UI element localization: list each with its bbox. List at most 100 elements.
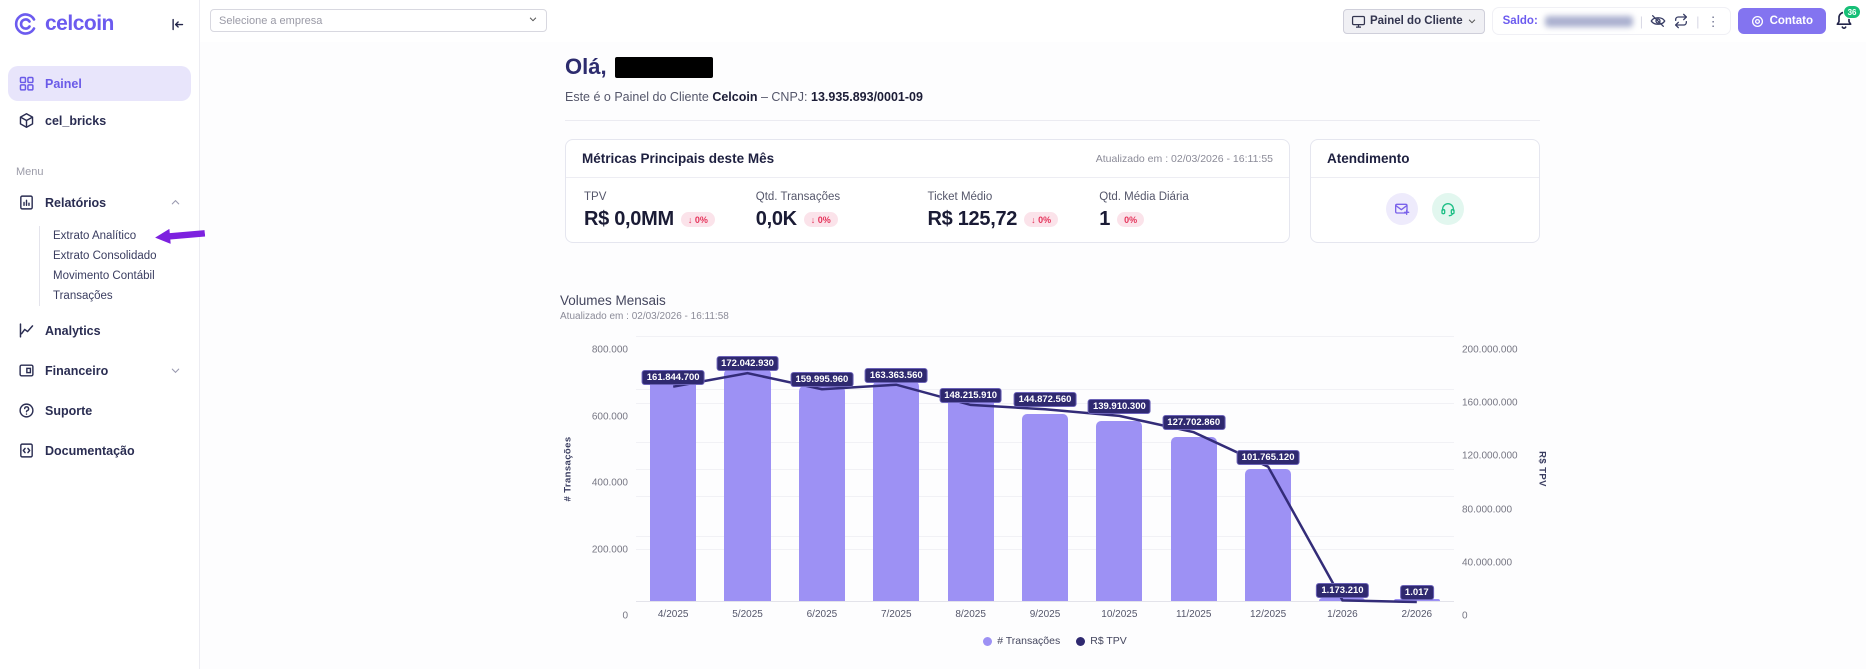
contato-button[interactable]: Contato (1737, 8, 1826, 34)
bar-9/2025[interactable] (1021, 414, 1069, 601)
legend-dot (983, 636, 993, 646)
bar-8/2025[interactable] (947, 397, 994, 601)
sidebar-item-documenta-o[interactable]: Documentação (8, 434, 191, 467)
x-axis-tick: 12/2025 (1250, 609, 1287, 620)
subtitle-dash: – (760, 90, 768, 104)
x-axis-tick: 8/2025 (955, 609, 986, 620)
report-icon (18, 194, 35, 211)
logo-row: celcoin (0, 0, 199, 46)
x-axis-tick: 2/2026 (1401, 609, 1433, 620)
sidebar-collapse-icon[interactable] (170, 17, 185, 32)
sidebar-item-relat-rios[interactable]: Relatórios (8, 186, 191, 219)
sidebar-primary-nav: Painel cel_bricks (0, 46, 199, 138)
saldo-label: Saldo: (1502, 15, 1538, 27)
monitor-icon (1351, 14, 1366, 29)
annotation-arrow-icon (154, 226, 206, 245)
company-select[interactable]: Selecione a empresa (210, 9, 547, 32)
x-axis-tick: 6/2025 (806, 609, 838, 620)
x-axis-tick: 5/2025 (732, 609, 763, 620)
right-axis-tick: 0 (1462, 610, 1468, 622)
sidebar-item-suporte[interactable]: Suporte (8, 394, 191, 427)
legend-item-transacoes[interactable]: # Transações (983, 635, 1060, 647)
headset-icon[interactable] (1432, 193, 1464, 225)
divider: | (1639, 13, 1644, 29)
notification-bell-icon[interactable]: 36 (1834, 5, 1861, 32)
sidebar-subitem-extrato-anal-tico[interactable]: Extrato Analítico (53, 226, 206, 246)
divider: | (1696, 13, 1700, 29)
divider (565, 120, 1540, 121)
data-label-7/2025: 163.363.560 (864, 367, 928, 383)
data-label-1/2026: 1.173.210 (1316, 583, 1369, 599)
metric-trend-badge: 0% (1117, 212, 1145, 227)
sidebar-item-analytics[interactable]: Analytics (8, 314, 191, 347)
sidebar-item-cel-bricks[interactable]: cel_bricks (8, 103, 191, 138)
bar-4/2025[interactable] (650, 376, 697, 601)
legend-item-tpv[interactable]: R$ TPV (1076, 635, 1127, 647)
right-axis-tick: 40.000.000 (1462, 557, 1513, 569)
metrics-card-title: Métricas Principais deste Mês (582, 151, 775, 166)
bar-11/2025[interactable] (1170, 436, 1217, 601)
view-select[interactable]: Painel do Cliente (1342, 8, 1485, 34)
tpv-line (672, 371, 1417, 604)
finance-icon (18, 362, 35, 379)
cnpj-label: CNPJ: (771, 90, 808, 104)
sidebar-subitem-movimento-cont-bil[interactable]: Movimento Contábil (53, 270, 155, 282)
notification-badge: 36 (1843, 5, 1861, 19)
data-label-12/2025: 101.765.120 (1236, 449, 1300, 465)
subtitle-prefix: Este é o Painel do Cliente (565, 90, 709, 104)
submenu-relat-rios: Extrato Analítico Extrato Consolidado Movi… (39, 226, 206, 306)
topbar: Selecione a empresa Painel do Cliente Sa… (200, 0, 1866, 42)
redacted-user-name (614, 56, 713, 78)
sidebar-subitem-transa-es[interactable]: Transações (53, 290, 113, 302)
chevron-down-icon (170, 365, 181, 376)
bar-10/2025[interactable] (1096, 421, 1143, 601)
data-label-6/2025: 159.995.960 (790, 372, 854, 388)
saldo-pill: Saldo: | | ⋮ (1492, 8, 1730, 34)
refresh-icon[interactable] (1673, 13, 1689, 29)
contato-label: Contato (1769, 15, 1813, 27)
headset-icon (1751, 15, 1764, 28)
sidebar-item-financeiro[interactable]: Financeiro (8, 354, 191, 387)
left-axis-tick: 400.000 (591, 477, 628, 489)
bar-12/2025[interactable] (1245, 468, 1292, 601)
gridline (636, 389, 1454, 390)
metric-label: Ticket Médio (927, 191, 993, 203)
chart-plot[interactable]: 161.844.700 172.042.930 159.995.960 163.363… (636, 336, 1454, 604)
company-select-placeholder: Selecione a empresa (219, 14, 323, 27)
metric-value-row: R$ 125,72 ↓ 0% (928, 208, 1100, 231)
bar-2/2026[interactable] (1393, 599, 1440, 601)
x-axis-tick: 1/2026 (1327, 609, 1358, 620)
data-label-10/2025: 139.910.300 (1087, 398, 1151, 414)
sidebar-item-painel[interactable]: Painel (8, 66, 191, 101)
bar-7/2025[interactable] (873, 380, 920, 601)
sidebar-section-label: Menu (16, 166, 44, 178)
chevron-up-icon (170, 197, 181, 208)
data-label-8/2025: 148.215.910 (939, 387, 1003, 403)
metric-value-row: 0,0K ↓ 0% (756, 208, 928, 231)
sidebar-subitem-extrato-consolidado[interactable]: Extrato Consolidado (53, 250, 157, 262)
metric-label: Qtd. Média Diária (1099, 191, 1189, 203)
metric-trend-badge: ↓ 0% (680, 212, 715, 227)
right-axis-ticks: 200.000.000 160.000.000 120.000.000 80.000.… (1454, 336, 1534, 622)
legend-label: # Transações (997, 635, 1061, 647)
metric-tpv: TPV R$ 0,0MM ↓ 0% (584, 191, 756, 231)
metric-trend-badge: ↓ 0% (1024, 212, 1059, 227)
bar-6/2025[interactable] (798, 386, 845, 601)
page-title: Olá, (565, 54, 607, 79)
celcoin-logo-icon (14, 12, 38, 36)
x-axis-tick: 9/2025 (1029, 609, 1061, 620)
kebab-menu-icon[interactable]: ⋮ (1706, 13, 1720, 29)
data-label-11/2025: 127.702.860 (1162, 415, 1226, 431)
metrics-body: TPV R$ 0,0MM ↓ 0% Qtd. Transações 0,0K ↓ 0% Ti… (566, 178, 1289, 244)
legend-label: R$ TPV (1090, 635, 1127, 647)
metric-value-row: R$ 0,0MM ↓ 0% (584, 208, 756, 231)
mail-plus-icon[interactable] (1386, 193, 1418, 225)
sidebar-item-label: Suporte (45, 403, 93, 418)
metric-qtd-transa-es: Qtd. Transações 0,0K ↓ 0% (756, 191, 928, 231)
bar-5/2025[interactable] (724, 369, 771, 601)
eye-off-icon[interactable] (1650, 13, 1666, 29)
legend-dot (1076, 636, 1086, 646)
right-axis-title: R$ TPV (1536, 451, 1548, 487)
x-axis-tick: 4/2025 (657, 609, 689, 620)
